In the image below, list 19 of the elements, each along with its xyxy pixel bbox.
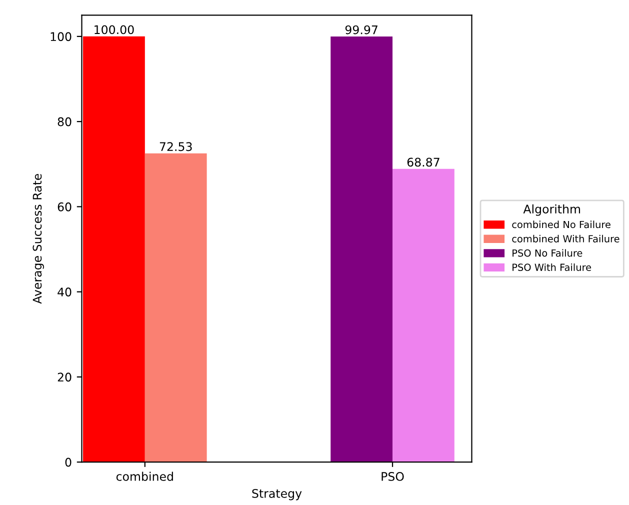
text: 72.53 — [160, 142, 192, 152]
y-tick-label: 0 — [65, 458, 72, 467]
x-tick-label: PSO — [382, 472, 404, 481]
y-tick-label: 40 — [58, 288, 72, 296]
text: 100.00 — [94, 25, 134, 34]
y-tick-label: 80 — [58, 117, 72, 126]
text: 99.97 — [345, 25, 378, 34]
legend-label: PSO With Failure — [512, 263, 592, 271]
y-tick-label: 20 — [58, 372, 72, 382]
y-axis-title: Average Success Rate — [32, 174, 44, 304]
text: 68.87 — [407, 158, 440, 167]
x-axis-title: Strategy — [252, 488, 302, 500]
legend-title: Algorithm — [523, 204, 580, 216]
legend-label: combined No Failure — [512, 220, 610, 228]
y-tick-label: 100 — [50, 32, 72, 42]
legend-label: PSO No Failure — [512, 249, 582, 257]
y-tick-label: 60 — [58, 202, 72, 212]
legend-label: combined With Failure — [512, 234, 620, 242]
x-tick-label: combined — [116, 472, 173, 481]
